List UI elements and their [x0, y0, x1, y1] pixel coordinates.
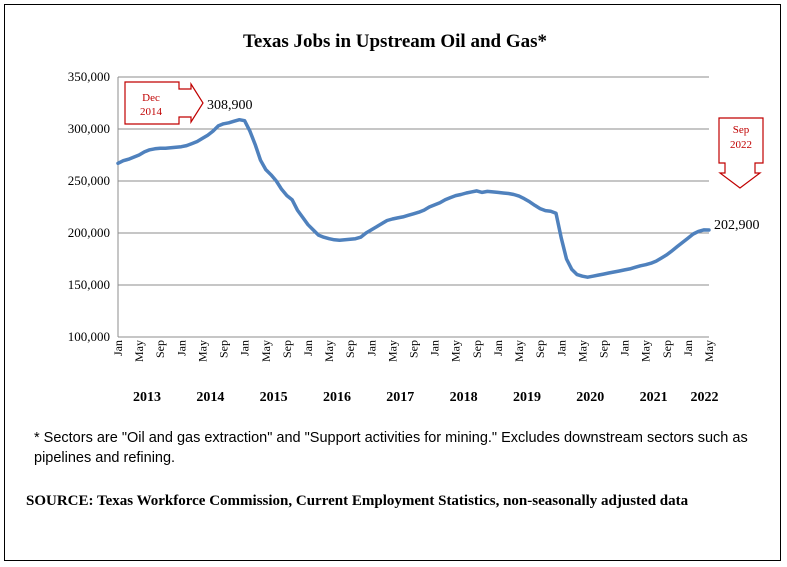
x-year-label: 2019: [513, 390, 541, 405]
x-year-label: 2014: [196, 390, 224, 405]
callout-sep-2022: Sep 2022: [718, 117, 764, 189]
x-year-label: 2016: [323, 390, 351, 405]
x-axis: Jan May Sep Jan May Sep Jan May Sep Jan May Sep Jan M…: [111, 336, 718, 405]
x-month-label: May: [639, 340, 653, 362]
x-month-label: Sep: [407, 340, 421, 358]
x-month-label: Jan: [238, 340, 252, 356]
series-line-jobs: [116, 117, 711, 279]
chart-title: Texas Jobs in Upstream Oil and Gas*: [243, 31, 547, 52]
x-month-label: May: [449, 340, 463, 362]
callout-sep-text: Sep: [733, 124, 750, 136]
y-tick-label: 350,000: [68, 69, 110, 84]
end-value-label: 202,900: [714, 218, 760, 233]
x-month-label: Sep: [343, 340, 357, 358]
x-year-label: 2018: [450, 390, 478, 405]
x-year-label: 2013: [133, 390, 161, 405]
x-month-label: May: [512, 340, 526, 362]
y-tick-label: 300,000: [68, 121, 110, 136]
x-month-label: Jan: [174, 340, 188, 356]
x-month-label: May: [322, 340, 336, 362]
y-tick-label: 250,000: [68, 173, 110, 188]
x-month-label: Jan: [491, 340, 505, 356]
x-month-label: Jan: [428, 340, 442, 356]
x-year-label: 2017: [386, 390, 414, 405]
x-month-label: Sep: [153, 340, 167, 358]
x-month-label: Sep: [470, 340, 484, 358]
x-month-label: May: [132, 340, 146, 362]
y-tick-label: 100,000: [68, 329, 110, 344]
x-year-label: 2020: [576, 390, 604, 405]
callout-2014-text: 2014: [140, 106, 163, 118]
x-month-label: Jan: [618, 340, 632, 356]
callout-2022-text: 2022: [730, 139, 752, 151]
x-month-label: Jan: [301, 340, 315, 356]
footnote: * Sectors are "Oil and gas extraction" a…: [34, 430, 748, 466]
x-month-label: Jan: [554, 340, 568, 356]
x-month-label: Sep: [533, 340, 547, 358]
gridlines: [118, 76, 709, 338]
x-month-label: Sep: [217, 340, 231, 358]
source-note: SOURCE: Texas Workforce Commission, Curr…: [26, 493, 689, 509]
peak-value-label: 308,900: [207, 98, 253, 113]
x-month-label: May: [702, 340, 716, 362]
x-month-label: Sep: [596, 340, 610, 358]
y-tick-label: 150,000: [68, 277, 110, 292]
callout-dec-2014: Dec 2014: [124, 81, 204, 125]
y-tick-label: 200,000: [68, 225, 110, 240]
x-year-label: 2022: [690, 390, 718, 405]
x-month-label: May: [385, 340, 399, 362]
x-year-label: 2021: [640, 390, 668, 405]
x-month-label: Jan: [681, 340, 695, 356]
x-month-label: May: [259, 340, 273, 362]
x-month-label: Sep: [280, 340, 294, 358]
x-month-label: Jan: [111, 340, 125, 356]
callout-dec-text: Dec: [142, 92, 160, 104]
line-chart: Texas Jobs in Upstream Oil and Gas* 350,…: [68, 31, 764, 405]
x-month-label: Jan: [364, 340, 378, 356]
y-axis: 350,000 300,000 250,000 200,000 150,000 100,0…: [68, 69, 119, 344]
x-month-label: Sep: [660, 340, 674, 358]
x-month-label: May: [575, 340, 589, 362]
x-year-label: 2015: [260, 390, 288, 405]
x-month-label: May: [195, 340, 209, 362]
